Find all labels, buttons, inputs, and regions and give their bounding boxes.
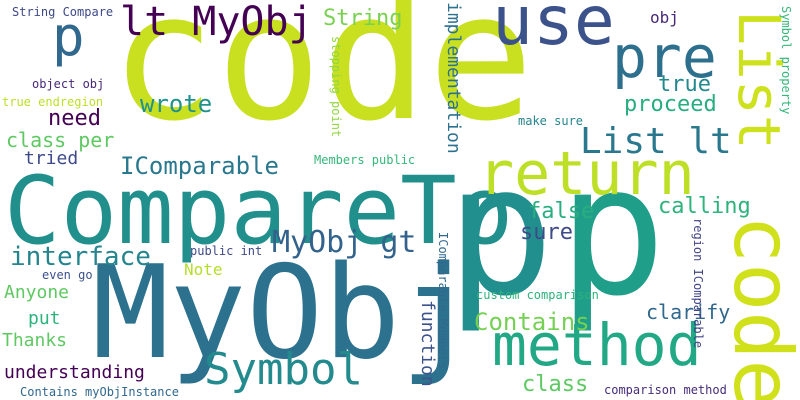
word-public-int: public int bbox=[190, 245, 262, 257]
word-need: need bbox=[48, 108, 101, 130]
word-class-per: class per bbox=[6, 130, 114, 150]
word-class: class bbox=[522, 374, 588, 396]
word-clarify: clarify bbox=[646, 302, 730, 322]
word-use: use bbox=[492, 0, 615, 56]
word-anyone: Anyone bbox=[4, 284, 69, 302]
word-icomparable-members: IComparable Members bbox=[437, 232, 449, 369]
word-tried: tried bbox=[24, 150, 78, 168]
word-contains-myobjinstance: Contains myObjInstance bbox=[20, 386, 179, 398]
word-interface: interface bbox=[10, 244, 151, 270]
word-string: String bbox=[323, 8, 402, 30]
word-thanks: Thanks bbox=[2, 332, 67, 350]
word-proceed: proceed bbox=[624, 94, 717, 116]
word-true-endregion: true endregion bbox=[2, 96, 103, 108]
word-comparison-method: comparison method bbox=[604, 384, 727, 396]
word-wrote: wrote bbox=[140, 92, 212, 116]
word-understanding: understanding bbox=[4, 364, 145, 382]
word-make-sure: make sure bbox=[518, 115, 583, 127]
word-implementation: implementation bbox=[444, 2, 462, 154]
word-contains: Contains bbox=[474, 310, 590, 334]
word-note: Note bbox=[184, 262, 223, 278]
word-sure: sure bbox=[520, 222, 573, 244]
word-lt-myobj: lt MyObj bbox=[120, 2, 313, 42]
word-list-lt: List lt bbox=[580, 124, 732, 160]
word-code-vertical: code bbox=[722, 215, 800, 400]
word-function: function bbox=[418, 300, 436, 387]
word-myobj-gt: MyObj gt bbox=[272, 228, 417, 258]
word-symbol-property: Symbol property bbox=[780, 6, 792, 114]
word-calling: calling bbox=[658, 196, 751, 218]
word-put: put bbox=[28, 310, 61, 328]
word-custom-comparison: custom comparison bbox=[476, 289, 599, 301]
word-obj: obj bbox=[650, 10, 679, 26]
word-stopping-point: stopping point bbox=[330, 36, 342, 137]
word-even-go: even go bbox=[42, 269, 93, 281]
word-icomparable: IComparable bbox=[120, 154, 279, 178]
word-string-compare: String Compare bbox=[12, 6, 113, 18]
word-symbol: Symbol bbox=[204, 348, 363, 392]
word-region-icomparable: region IComparable bbox=[692, 218, 704, 348]
word-object-obj: object obj bbox=[32, 78, 104, 90]
word-members-public: Members public bbox=[314, 154, 415, 166]
